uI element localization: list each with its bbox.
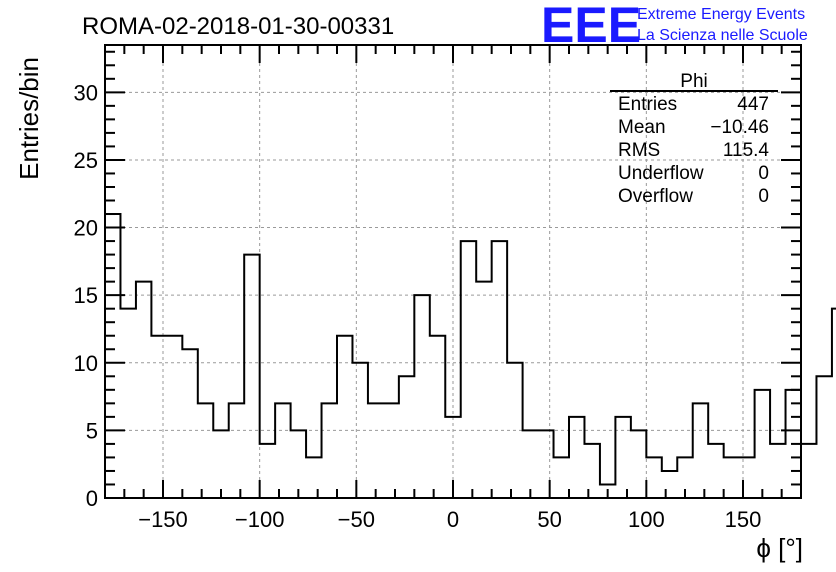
stats-row-label: Overflow: [618, 186, 693, 207]
stats-row-label: Entries: [618, 94, 677, 115]
y-tick-label: 5: [86, 418, 98, 443]
stats-row-label: Mean: [618, 117, 666, 138]
eee-logo-line2: La Scienza nelle Scuole: [637, 27, 808, 44]
stats-row-value: 0: [758, 163, 769, 184]
histogram-step-line: [105, 213, 836, 486]
x-tick-label: 150: [725, 507, 762, 532]
chart-title: ROMA-02-2018-01-30-00331: [82, 13, 394, 40]
eee-logo: EEE Extreme Energy Events La Scienza nel…: [541, 0, 808, 53]
stats-row-value: −10.46: [710, 117, 769, 138]
eee-logo-line1: Extreme Energy Events: [637, 6, 805, 23]
x-tick-label: 100: [628, 507, 665, 532]
stats-row-value: 0: [758, 186, 769, 207]
x-tick-label: −100: [235, 507, 285, 532]
y-tick-label: 20: [74, 216, 98, 241]
stats-row-value: 115.4: [723, 140, 770, 161]
grid: [105, 45, 801, 498]
stats-row-label: Underflow: [618, 163, 704, 184]
y-tick-label: 25: [74, 148, 98, 173]
x-tick-label: −50: [338, 507, 375, 532]
x-axis-label: ϕ [°]: [756, 533, 803, 563]
y-tick-label: 30: [74, 80, 98, 105]
y-axis-label: Entries/bin: [14, 57, 44, 180]
x-tick-label: 50: [537, 507, 561, 532]
stats-row-label: RMS: [618, 140, 660, 161]
y-tick-label: 15: [74, 283, 98, 308]
x-tick-label: 0: [447, 507, 459, 532]
axis-ticks: [105, 45, 801, 498]
x-tick-label: −150: [138, 507, 188, 532]
axis-tick-labels: −150 −100 −50 0 50 100 150 0 5 10 15 20 25 30: [74, 80, 762, 532]
stats-header: Phi: [680, 71, 707, 92]
stats-row-value: 447: [737, 94, 769, 115]
y-tick-label: 10: [74, 351, 98, 376]
stats-rows: Entries 447 Mean −10.46 RMS 115.4 Underflow 0 Ov…: [618, 94, 769, 207]
y-tick-label: 0: [86, 486, 98, 511]
stats-box: Phi Entries 447 Mean −10.46 RMS 115.4 Underflo…: [610, 71, 778, 207]
